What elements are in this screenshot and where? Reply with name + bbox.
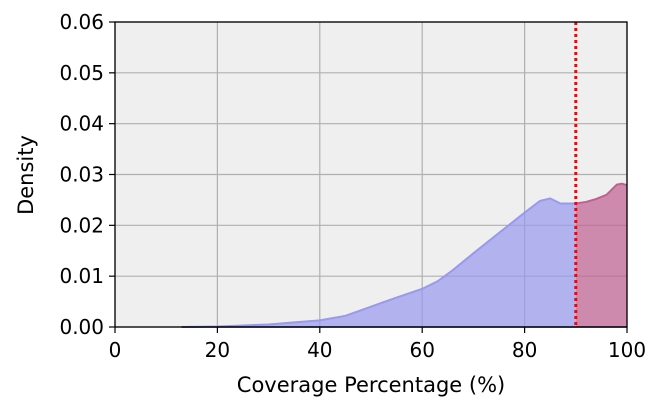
y-tick-label: 0.03 [59,163,104,187]
y-axis-ticks: 0.00 0.01 0.02 0.03 0.04 0.05 0.06 [59,10,115,339]
density-area-2 [575,183,627,327]
x-axis-ticks: 0 20 40 60 80 100 [109,327,646,362]
y-tick-label: 0.05 [59,61,104,85]
x-axis-title: Coverage Percentage (%) [237,373,505,397]
y-tick-label: 0.01 [59,264,104,288]
y-tick-label: 0.06 [59,10,104,34]
density-area-1 [181,198,576,327]
density-line-2 [575,182,628,205]
y-tick-label: 0.02 [59,213,104,237]
x-tick-label: 60 [409,338,434,362]
x-tick-label: 100 [608,338,646,362]
y-tick-label: 0.04 [59,112,104,136]
density-line-1 [181,197,576,328]
x-tick-label: 40 [307,338,332,362]
x-tick-label: 80 [512,338,537,362]
y-axis-title: Density [14,135,38,215]
x-tick-label: 0 [109,338,122,362]
x-tick-label: 20 [205,338,230,362]
y-tick-label: 0.00 [59,315,104,339]
